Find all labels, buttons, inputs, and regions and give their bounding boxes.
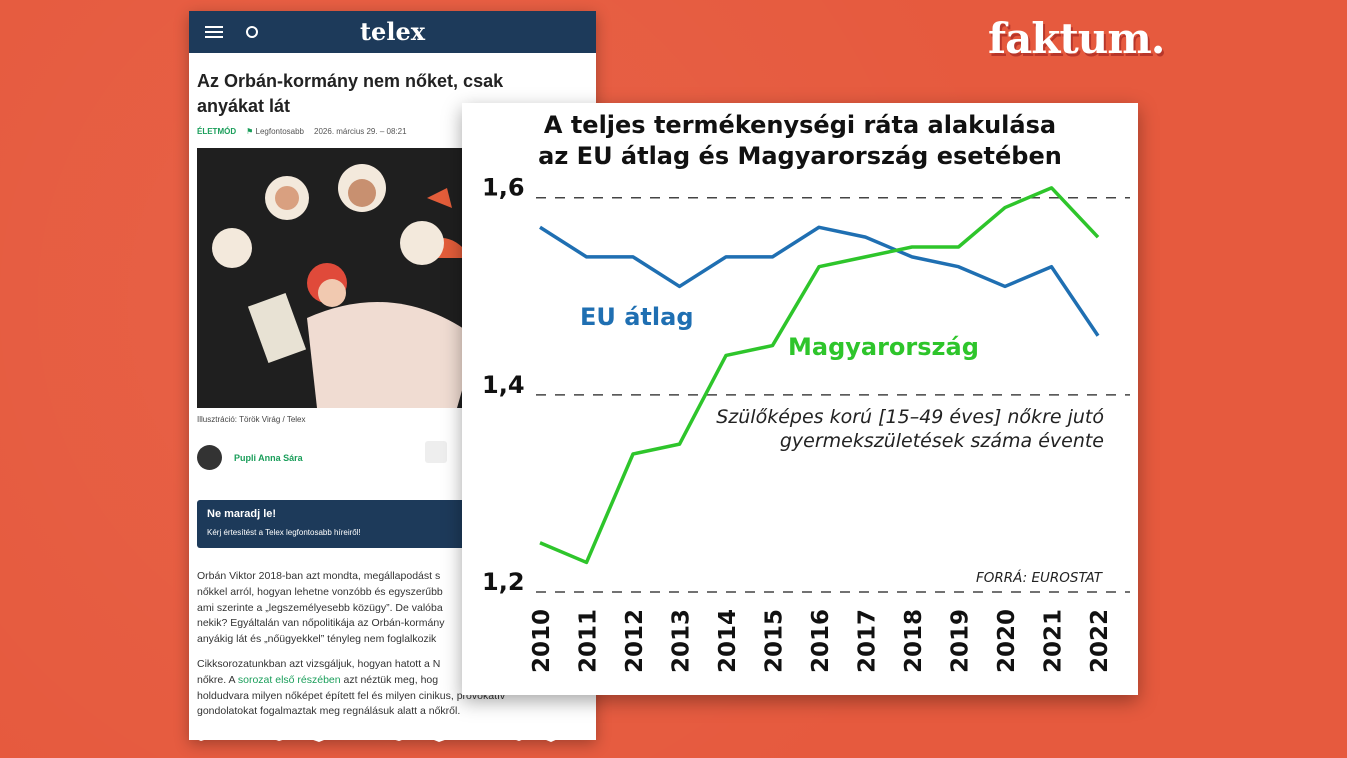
menu-button[interactable]: [205, 26, 223, 38]
text-line: nekik? Egyáltalán van nőpolitikája az Or…: [197, 617, 445, 630]
x-tick-label: 2010: [529, 609, 555, 673]
box-title: Ne maradj le!: [207, 508, 277, 520]
y-tick-label: 1,6: [482, 174, 525, 202]
text-line: holdudvara milyen nőképet épített fel és…: [197, 689, 506, 702]
paragraph: Orbán Viktor 2018-ban azt mondta, megáll…: [197, 569, 505, 648]
data-line: [539, 186, 1100, 565]
chart-title: az EU átlag és Magyarország esetében: [538, 142, 1062, 170]
text-line: nőkkel arról, hogyan lehetne vonzóbb és …: [197, 585, 443, 598]
date: 2026. március 29. – 08:21: [314, 127, 407, 136]
annotation: gyermekszületések száma évente: [780, 430, 1104, 452]
caption: Illusztráció: Török Virág / Telex: [197, 415, 306, 424]
x-tick-label: 2013: [669, 609, 695, 673]
listen-button[interactable]: [425, 441, 447, 463]
x-tick-label: 2022: [1087, 609, 1113, 673]
text-line: nőkre. A sorozat első részében azt néztü…: [197, 673, 505, 689]
x-tick-label: 2014: [715, 609, 741, 673]
legend-label: EU átlag: [580, 303, 694, 331]
annotation: Szülőképes korú [15–49 éves] nőkre jutó: [716, 406, 1104, 428]
tag[interactable]: ÉLETMÓD: [197, 127, 237, 136]
link[interactable]: sorozat első részében: [237, 673, 341, 686]
paragraph: Cikksorozatunkban azt vizsgáljuk, hogyan…: [197, 657, 505, 720]
torn-edge: [189, 726, 596, 742]
y-tick-label: 1,2: [482, 568, 525, 596]
text: azt néztük meg, hog: [340, 673, 439, 686]
y-tick-label: 1,4: [482, 371, 525, 399]
x-tick-label: 2016: [808, 609, 834, 673]
x-tick-label: 2019: [948, 609, 974, 673]
x-tick-label: 2018: [901, 609, 927, 673]
article-meta: ÉLETMÓD Legfontosabb 2026. március 29. – 0…: [197, 127, 407, 136]
text-line: gondolatokat fogalmaztak meg regnálásuk …: [197, 705, 461, 718]
chart-card: A teljes termékenységi ráta alakulása az …: [462, 103, 1138, 695]
data-line: [539, 225, 1100, 337]
x-tick-label: 2012: [622, 609, 648, 673]
article-title: Az Orbán-kormány nem nőket, csak anyákat…: [197, 71, 504, 116]
search-button[interactable]: [246, 26, 258, 38]
article-body: Orbán Viktor 2018-ban azt mondta, megáll…: [197, 569, 505, 729]
box-text: Kérj értesítést a Telex legfontosabb hír…: [207, 528, 361, 537]
x-tick-label: 2011: [576, 609, 602, 673]
text: nőkre. A: [197, 673, 238, 686]
text-line: anyákig lát és „nőügyekkel” tényleg nem …: [197, 633, 437, 646]
chart-title: A teljes termékenységi ráta alakulása: [544, 111, 1056, 139]
logo: faktum.: [988, 14, 1165, 63]
text-line: Cikksorozatunkban azt vizsgáljuk, hogyan…: [197, 657, 441, 670]
chart: A teljes termékenységi ráta alakulása az …: [482, 111, 1130, 673]
text-line: Orbán Viktor 2018-ban azt mondta, megáll…: [197, 570, 441, 582]
x-tick-label: 2017: [855, 609, 881, 673]
x-tick-label: 2020: [994, 609, 1020, 673]
site-logo[interactable]: telex: [359, 17, 426, 46]
top-bar: telex: [189, 11, 596, 53]
author-avatar: [197, 445, 222, 470]
x-tick-label: 2021: [1041, 609, 1067, 673]
text-line: ami szerinte a „legszemélyesebb közügy”.…: [197, 601, 443, 614]
flag: Legfontosabb: [246, 127, 304, 136]
legend-label: Magyarország: [788, 333, 979, 361]
author[interactable]: Pupli Anna Sára: [234, 453, 303, 463]
x-tick-label: 2015: [762, 609, 788, 673]
source: FORRÁ: EUROSTAT: [976, 569, 1104, 586]
